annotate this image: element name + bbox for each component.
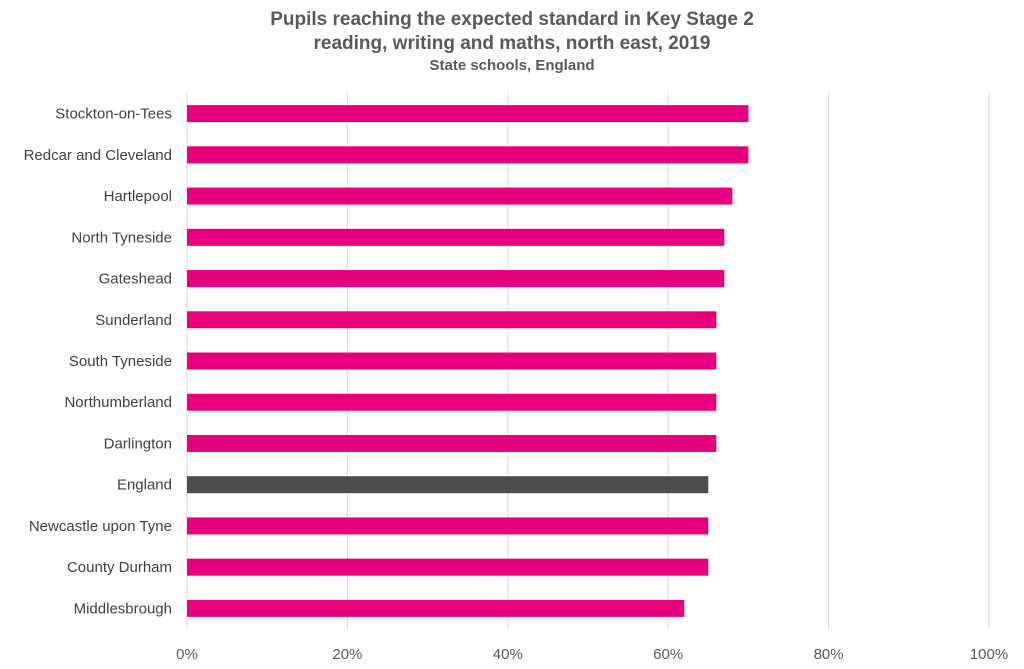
bar [187,187,733,205]
category-label: Gateshead [99,271,172,288]
category-label: Sunderland [95,312,172,329]
category-label: Hartlepool [104,188,172,205]
bar [187,270,725,288]
category-label: Stockton-on-Tees [55,106,172,123]
bar [187,311,717,329]
bar [187,599,685,617]
bar [187,146,749,164]
category-label: Northumberland [64,394,172,411]
chart-title-line-1: Pupils reaching the expected standard in… [270,9,754,30]
category-label: County Durham [67,559,172,576]
x-tick-label: 60% [653,646,683,663]
bar [187,352,717,370]
x-tick-label: 80% [814,646,844,663]
category-label: Darlington [104,435,172,452]
bar [187,517,709,535]
chart-title-line-2: reading, writing and maths, north east, … [313,33,711,54]
category-label: England [117,477,172,494]
x-tick-label: 0% [176,646,198,663]
bar [187,434,717,452]
x-tick-label: 20% [332,646,362,663]
bar [187,393,717,411]
category-label: Middlesbrough [74,600,172,617]
bar [187,558,709,576]
category-label: Redcar and Cleveland [24,147,172,164]
chart-title-block: Pupils reaching the expected standard in… [0,8,1024,76]
x-tick-label: 40% [493,646,523,663]
bar [187,476,709,494]
category-label: Newcastle upon Tyne [29,518,172,535]
chart-subtitle: State schools, England [429,57,595,74]
bar [187,105,749,123]
x-tick-label: 100% [970,646,1008,663]
category-label: South Tyneside [69,353,172,370]
bar [187,228,725,246]
category-label: North Tyneside [71,229,172,246]
